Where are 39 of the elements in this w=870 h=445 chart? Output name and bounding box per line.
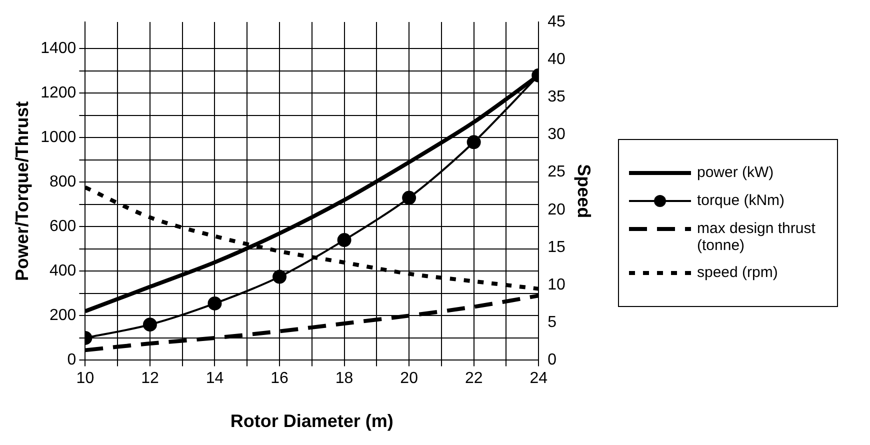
point [272, 270, 287, 284]
y-tick-label: 0 [67, 352, 76, 369]
y-tick-label: 1200 [40, 84, 76, 102]
x-tick-label: 12 [141, 370, 159, 388]
y2-tick-label: 40 [548, 50, 566, 68]
x-tick-label: 24 [530, 370, 548, 388]
x-tick-label: 16 [270, 370, 289, 388]
y2-tick-label: 20 [548, 201, 566, 218]
y2-tick-label: 5 [548, 314, 557, 332]
y-tick-label: 200 [49, 307, 76, 324]
point [337, 233, 352, 248]
point [402, 190, 416, 205]
y2-tick-label: 15 [548, 238, 566, 256]
x-tick-label: 22 [464, 370, 483, 388]
y-tick-label: 600 [49, 218, 76, 236]
legend-label: max design thrust (tonne) [697, 220, 816, 254]
legend-label: power (kW) [697, 164, 774, 180]
x-tick-label: 20 [400, 370, 418, 388]
legend-label: speed (rpm) [697, 264, 778, 280]
y2-tick-label: 45 [548, 13, 566, 30]
y2-axis-title: Speed [574, 164, 594, 218]
x-axis-title: Rotor Diameter (m) [230, 411, 394, 432]
y2-tick-label: 35 [548, 88, 566, 106]
y-tick-label: 400 [49, 262, 76, 280]
x-tick-label: 14 [206, 370, 224, 388]
point [208, 296, 222, 310]
y-tick-label: 800 [49, 174, 76, 191]
x-tick-label: 10 [76, 370, 94, 388]
y2-tick-label: 30 [548, 126, 566, 144]
y2-tick-label: 10 [548, 276, 566, 294]
y2-tick-label: 0 [548, 352, 557, 369]
x-tick-label: 18 [335, 370, 354, 388]
y-tick-label: 1000 [40, 129, 76, 146]
y-tick-label: 1400 [40, 40, 76, 58]
point [466, 135, 481, 150]
y-axis-title: Power/Torque/Thrust [12, 101, 32, 281]
point [142, 318, 157, 332]
y2-tick-label: 25 [548, 164, 566, 181]
legend-label: torque (kNm) [697, 192, 785, 208]
